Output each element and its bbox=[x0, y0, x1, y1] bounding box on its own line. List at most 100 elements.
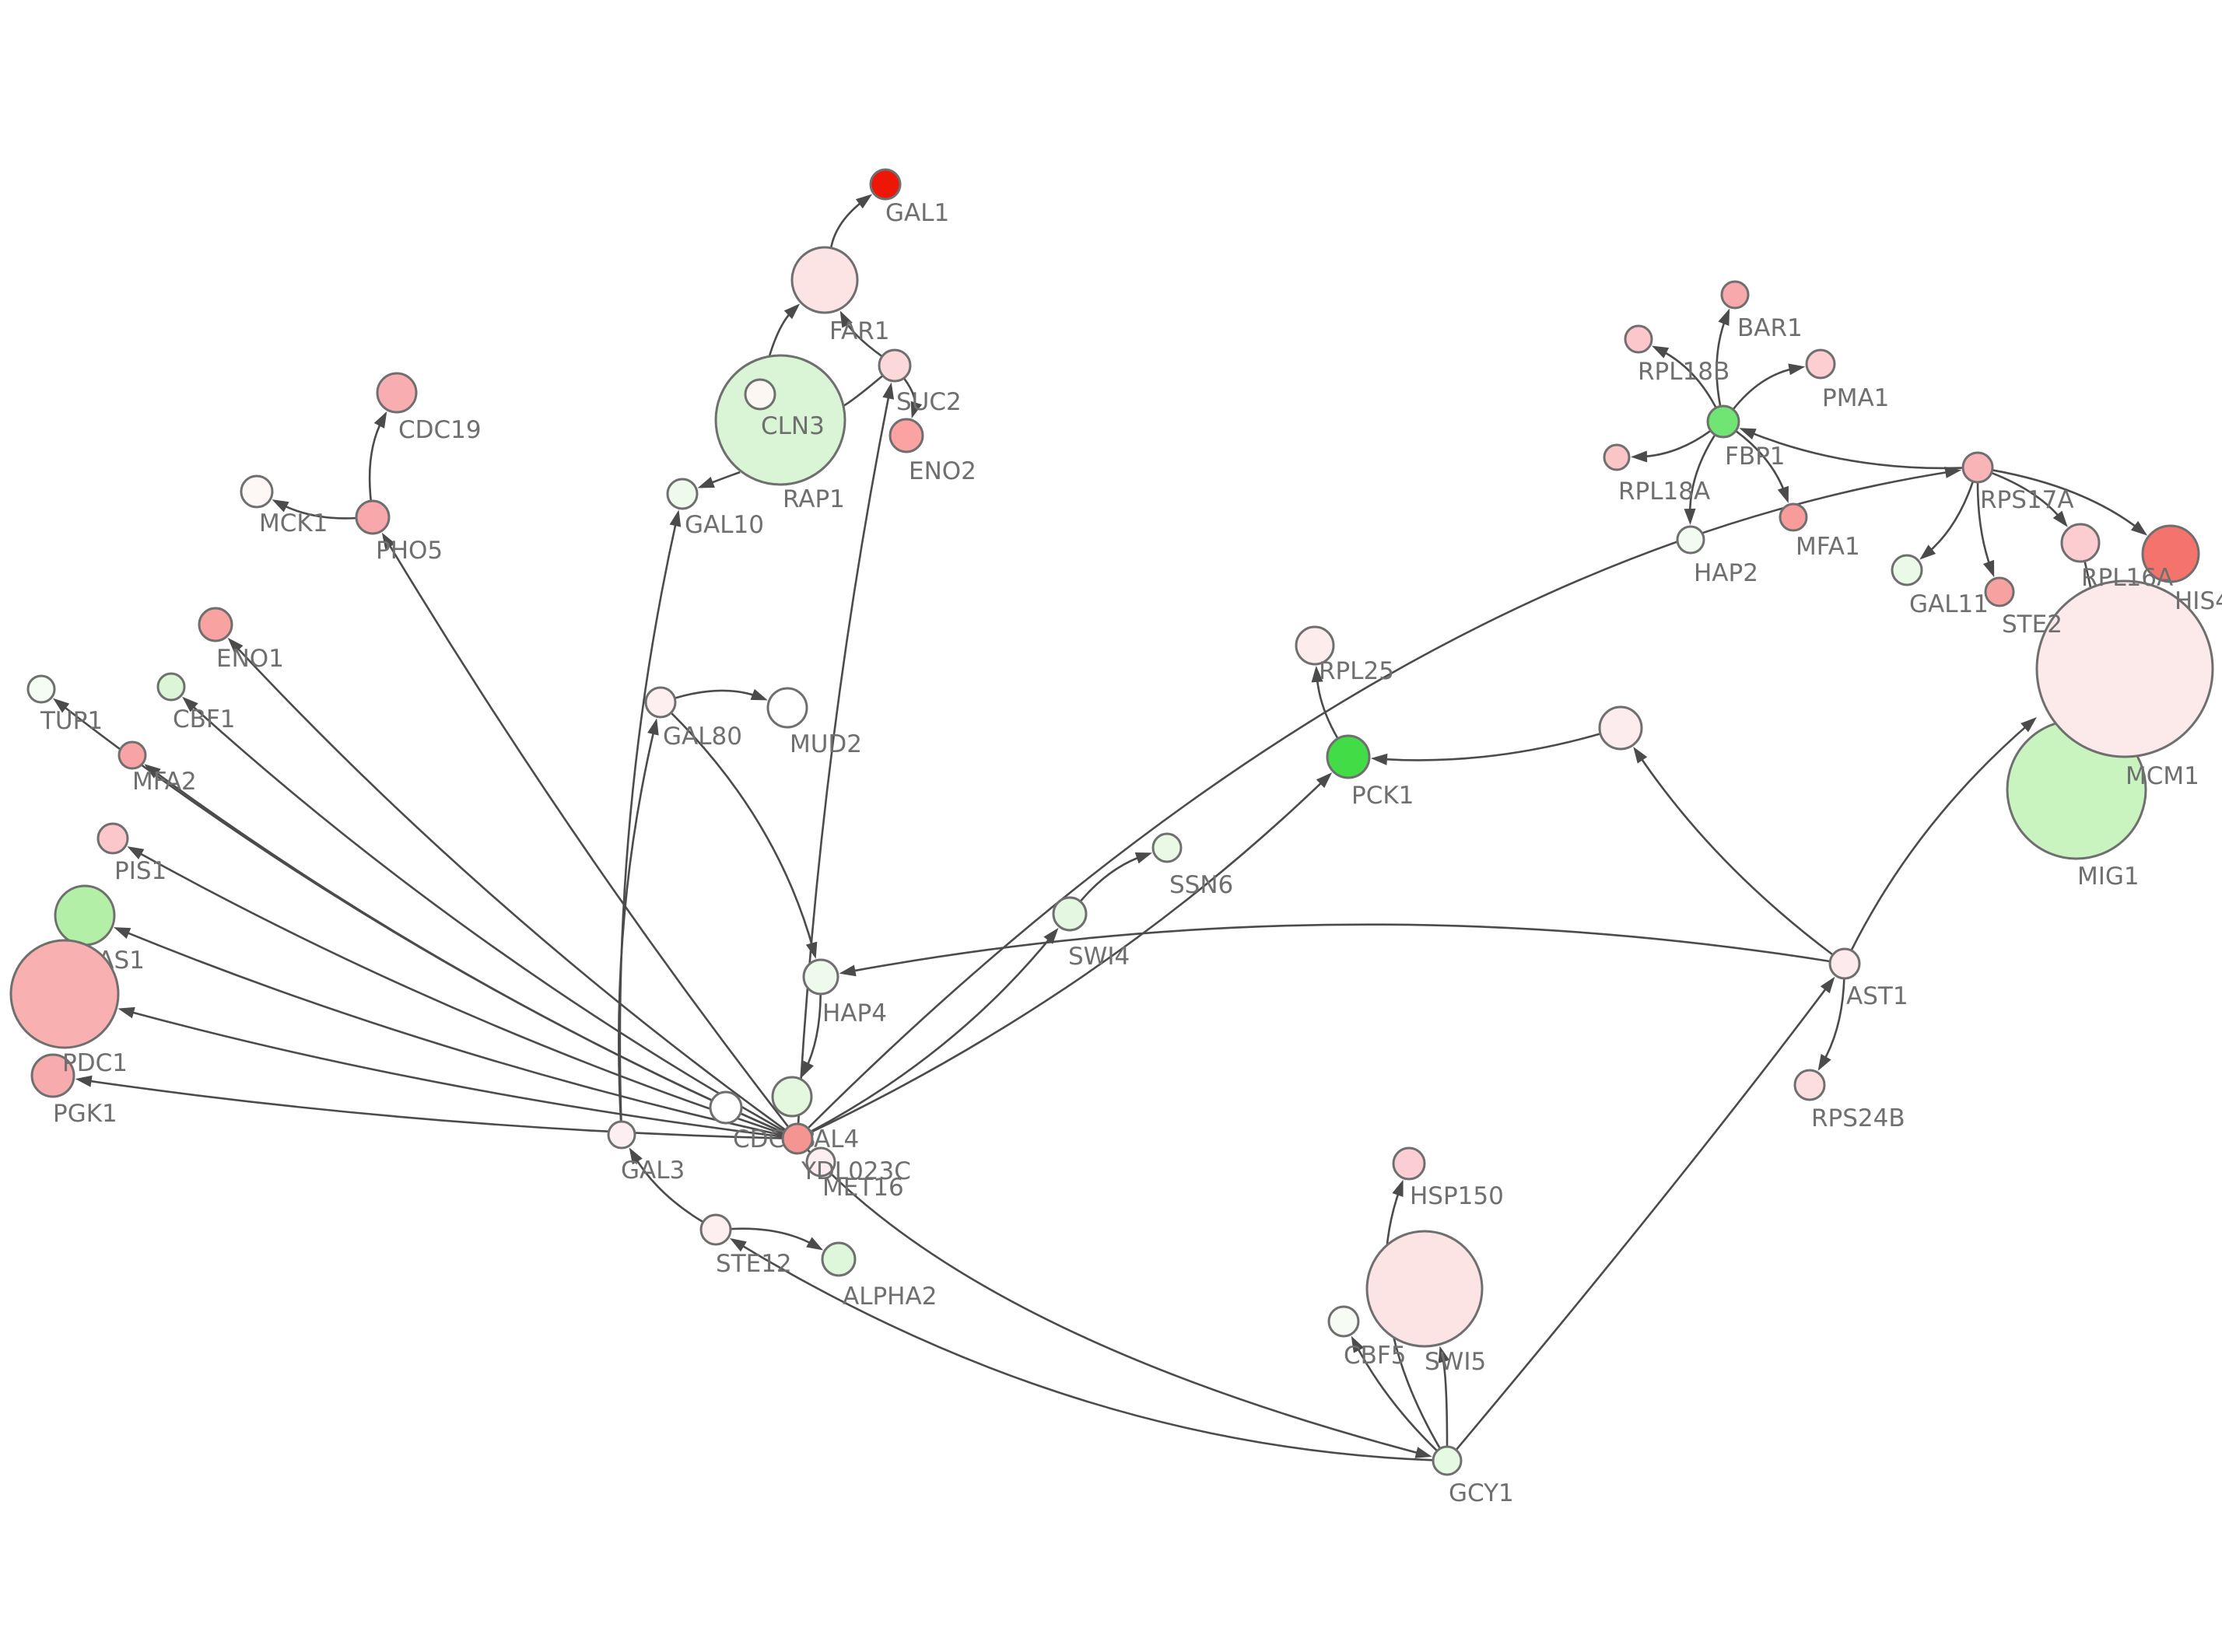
node-unnamed1[interactable] bbox=[1598, 705, 1643, 751]
node-ast1[interactable] bbox=[1828, 947, 1861, 980]
node-mud2[interactable] bbox=[766, 687, 808, 729]
edge-fbp1-pma1[interactable] bbox=[1733, 367, 1797, 410]
edge-hap4-gal4-arrowhead bbox=[801, 1060, 814, 1078]
edge-rps17a-his4[interactable] bbox=[1992, 469, 2141, 531]
label-gal11: GAL11 bbox=[1909, 590, 1989, 618]
edge-gal80-hap4[interactable] bbox=[671, 712, 815, 951]
edge-ydl023c-ras1[interactable] bbox=[121, 929, 783, 1136]
edge-gcy1-ast1[interactable] bbox=[1456, 983, 1831, 1451]
edge-gcy1-ste12[interactable] bbox=[737, 1241, 1433, 1461]
edge-fbp1-hap2[interactable] bbox=[1688, 435, 1716, 516]
node-met16[interactable] bbox=[805, 1146, 836, 1178]
edge-fbp1-rpl18a[interactable] bbox=[1639, 430, 1711, 458]
node-rpl25[interactable] bbox=[1295, 625, 1335, 666]
edge-ydl023c-cbf1[interactable] bbox=[188, 702, 785, 1132]
node-eno1[interactable] bbox=[198, 607, 233, 642]
edge-ydl023c-pho5[interactable] bbox=[385, 539, 789, 1128]
edge-fbp1-mfa1[interactable] bbox=[1736, 430, 1787, 495]
node-gal80[interactable] bbox=[644, 686, 677, 719]
edge-ydl023c-gcy1[interactable] bbox=[807, 1149, 1424, 1456]
edge-pho5-mck1[interactable] bbox=[279, 502, 356, 520]
node-eno2[interactable] bbox=[888, 418, 924, 453]
node-suc2[interactable] bbox=[878, 348, 912, 383]
node-mfa1[interactable] bbox=[1779, 502, 1808, 532]
node-pck1[interactable] bbox=[1326, 734, 1371, 779]
node-pdc1[interactable] bbox=[9, 939, 120, 1049]
label-fbp1: FBP1 bbox=[1725, 443, 1786, 471]
edge-gal3-gal80[interactable] bbox=[618, 726, 656, 1122]
edge-rps17a-rpl16a[interactable] bbox=[1992, 472, 2063, 521]
node-his4[interactable] bbox=[2141, 524, 2200, 583]
edge-ydl023c-eno1[interactable] bbox=[233, 643, 786, 1131]
node-cbf1[interactable] bbox=[156, 672, 186, 702]
edge-hap4-gal4[interactable] bbox=[804, 994, 822, 1071]
edge-ydl023c-suc2[interactable] bbox=[797, 390, 891, 1124]
node-rpl18b[interactable] bbox=[1624, 324, 1653, 354]
edge-ydl023c-pgk1[interactable] bbox=[83, 1079, 783, 1139]
node-mfa2[interactable] bbox=[117, 740, 147, 770]
node-pho5[interactable] bbox=[355, 499, 391, 535]
edge-unnamed1-pck1[interactable] bbox=[1379, 733, 1600, 761]
node-rpl18a[interactable] bbox=[1603, 443, 1631, 471]
node-pma1[interactable] bbox=[1805, 348, 1836, 380]
node-ydl023c[interactable] bbox=[781, 1122, 814, 1155]
edge-fbp1-rpl18b[interactable] bbox=[1659, 348, 1717, 408]
edge-far1-gal1[interactable] bbox=[830, 198, 866, 248]
edge-pho5-cdc19[interactable] bbox=[368, 418, 384, 501]
edge-ydl023c-pck1[interactable] bbox=[811, 778, 1327, 1133]
node-rps24b[interactable] bbox=[1793, 1069, 1826, 1101]
node-bar1[interactable] bbox=[1720, 280, 1750, 310]
node-fbp1[interactable] bbox=[1706, 404, 1740, 439]
node-far1[interactable] bbox=[790, 246, 859, 314]
node-swi5[interactable] bbox=[1365, 1230, 1484, 1348]
edge-ste12-alpha2[interactable] bbox=[731, 1227, 816, 1247]
node-tup1[interactable] bbox=[26, 674, 56, 704]
edge-rps17a-ste2[interactable] bbox=[1976, 482, 1992, 569]
edge-gcy1-cbf5[interactable] bbox=[1354, 1343, 1438, 1451]
node-ras1[interactable] bbox=[54, 884, 116, 947]
node-rpl16a[interactable] bbox=[2060, 523, 2101, 563]
node-gal3[interactable] bbox=[607, 1120, 636, 1150]
label-cbf5: CBF5 bbox=[1344, 1342, 1406, 1370]
edge-fbp1-bar1[interactable] bbox=[1716, 316, 1728, 406]
node-pis1[interactable] bbox=[96, 822, 129, 855]
node-mck1[interactable] bbox=[240, 474, 274, 509]
node-gal10[interactable] bbox=[666, 478, 699, 510]
node-cbf5[interactable] bbox=[1327, 1305, 1360, 1338]
edge-ast1-hap4[interactable] bbox=[847, 923, 1830, 973]
node-rps17a[interactable] bbox=[1961, 451, 1994, 484]
edge-ydl023c-pdc1[interactable] bbox=[126, 1010, 783, 1138]
edge-rps17a-gal11[interactable] bbox=[1926, 481, 1974, 555]
edge-gal3-gal10[interactable] bbox=[619, 518, 678, 1122]
label-pdc1: PDC1 bbox=[62, 1049, 128, 1077]
node-gal11[interactable] bbox=[1891, 554, 1923, 586]
node-hap2[interactable] bbox=[1676, 525, 1705, 555]
node-cln3[interactable] bbox=[744, 378, 776, 411]
edge-ydl023c-pis1[interactable] bbox=[134, 849, 783, 1135]
edge-ast1-rps24b[interactable] bbox=[1821, 978, 1845, 1064]
node-swi4[interactable] bbox=[1052, 896, 1088, 932]
node-mcm1[interactable] bbox=[2035, 579, 2214, 758]
node-alpha2[interactable] bbox=[821, 1241, 857, 1277]
edge-ydl023c-mfa2[interactable] bbox=[150, 768, 784, 1134]
node-ste2[interactable] bbox=[1984, 576, 2015, 607]
label-cdc19: CDC19 bbox=[398, 416, 482, 444]
edge-ydl023c-rps17a[interactable] bbox=[808, 470, 1954, 1129]
edge-swi4-ssn6[interactable] bbox=[1080, 854, 1144, 902]
node-gcy1[interactable] bbox=[1432, 1445, 1463, 1476]
node-cdc28[interactable] bbox=[709, 1090, 743, 1125]
edge-ydl023c-swi4[interactable] bbox=[811, 934, 1054, 1132]
node-hsp150[interactable] bbox=[1392, 1146, 1426, 1181]
edge-ast1-mcm1[interactable] bbox=[1850, 722, 2031, 950]
edge-rps17a-fbp1[interactable] bbox=[1747, 430, 1963, 470]
node-hap4[interactable] bbox=[802, 958, 839, 996]
node-gal1[interactable] bbox=[869, 168, 902, 201]
node-ssn6[interactable] bbox=[1151, 832, 1183, 863]
edge-ste12-gal3[interactable] bbox=[633, 1154, 703, 1223]
edge-ast1-unnamed1[interactable] bbox=[1637, 753, 1833, 956]
node-ste12[interactable] bbox=[699, 1213, 732, 1246]
node-cdc19[interactable] bbox=[376, 372, 418, 414]
edge-gal80-mud2[interactable] bbox=[675, 689, 760, 699]
node-pgk1[interactable] bbox=[30, 1053, 75, 1098]
node-gal4[interactable] bbox=[771, 1076, 813, 1118]
